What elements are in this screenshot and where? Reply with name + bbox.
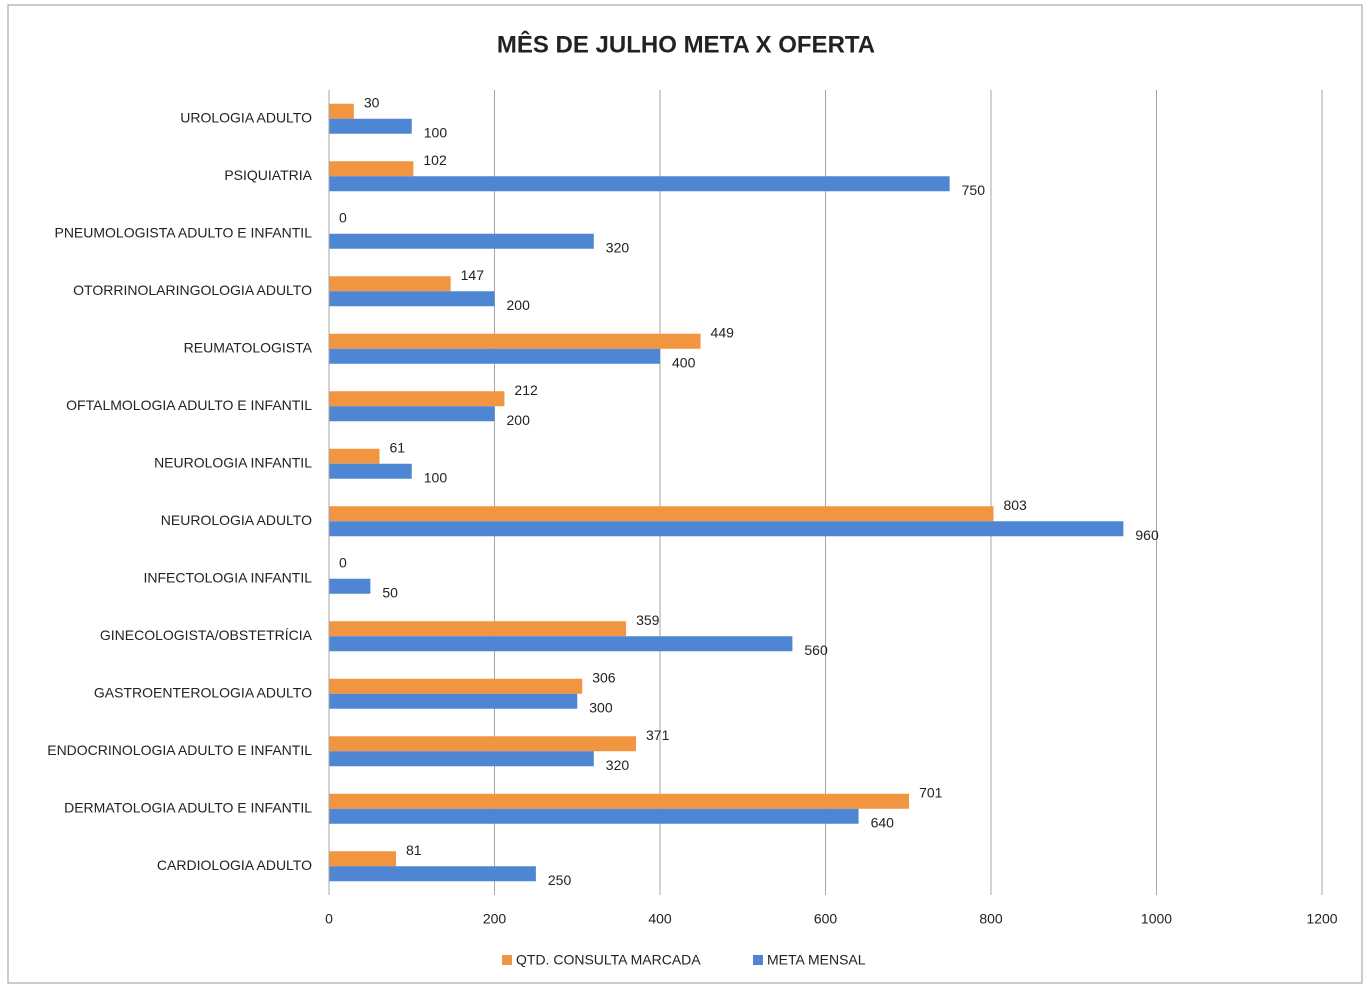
chart-border	[7, 4, 1363, 984]
x-tick-label: 1000	[1141, 911, 1172, 927]
data-label: 400	[672, 354, 696, 370]
data-label: 306	[592, 669, 616, 685]
data-label: 30	[364, 94, 380, 110]
y-tick-label: GASTROENTEROLOGIA ADULTO	[94, 684, 312, 700]
data-label: 320	[606, 239, 630, 255]
y-tick-label: CARDIOLOGIA ADULTO	[157, 857, 312, 873]
data-label: 0	[339, 554, 347, 570]
bar	[329, 233, 594, 249]
bar	[329, 406, 495, 422]
data-label: 359	[636, 612, 660, 628]
bar	[329, 808, 859, 824]
x-tick-label: 400	[648, 911, 672, 927]
bar	[329, 463, 412, 479]
data-label: 200	[507, 297, 531, 313]
legend-label: META MENSAL	[767, 952, 866, 968]
bar	[329, 276, 451, 292]
bar	[329, 751, 594, 767]
x-tick-label: 800	[979, 911, 1003, 927]
data-label: 81	[406, 842, 422, 858]
y-tick-label: UROLOGIA ADULTO	[180, 109, 312, 125]
data-label: 0	[339, 209, 347, 225]
bar	[329, 736, 637, 752]
bar	[329, 103, 354, 119]
legend-swatch	[502, 955, 512, 965]
y-tick-label: PNEUMOLOGISTA ADULTO E INFANTIL	[54, 224, 312, 240]
bar	[329, 793, 910, 809]
y-tick-label: OFTALMOLOGIA ADULTO E INFANTIL	[66, 397, 312, 413]
chart-title: MÊS DE JULHO META X OFERTA	[497, 30, 875, 58]
bar	[329, 678, 583, 694]
data-label: 449	[711, 324, 735, 340]
bar	[329, 636, 793, 652]
bar	[329, 621, 627, 637]
bar	[329, 348, 660, 364]
bar	[329, 291, 495, 307]
bar	[329, 851, 397, 867]
data-label: 200	[507, 412, 531, 428]
data-label: 50	[382, 584, 398, 600]
y-tick-label: REUMATOLOGISTA	[184, 339, 313, 355]
bar	[329, 578, 371, 594]
bar	[329, 176, 950, 192]
bar	[329, 391, 505, 407]
data-label: 803	[1003, 497, 1027, 513]
data-label: 300	[589, 699, 613, 715]
data-label: 100	[424, 469, 448, 485]
bar	[329, 866, 536, 882]
y-tick-label: DERMATOLOGIA ADULTO E INFANTIL	[64, 799, 312, 815]
y-tick-label: GINECOLOGISTA/OBSTETRÍCIA	[100, 627, 313, 643]
bar	[329, 118, 412, 134]
legend-swatch	[753, 955, 763, 965]
bar	[329, 506, 994, 522]
data-label: 102	[423, 152, 447, 168]
data-label: 560	[804, 642, 828, 658]
y-tick-label: PSIQUIATRIA	[224, 167, 312, 183]
data-label: 960	[1135, 527, 1159, 543]
data-label: 212	[514, 382, 538, 398]
bar	[329, 693, 578, 709]
x-tick-label: 0	[325, 911, 333, 927]
legend-label: QTD. CONSULTA MARCADA	[516, 952, 701, 968]
bar	[329, 161, 414, 177]
x-tick-label: 200	[483, 911, 507, 927]
data-label: 100	[424, 124, 448, 140]
y-tick-label: OTORRINOLARINGOLOGIA ADULTO	[73, 282, 312, 298]
data-label: 250	[548, 872, 572, 888]
bar	[329, 521, 1124, 537]
bar	[329, 333, 701, 349]
y-tick-label: ENDOCRINOLOGIA ADULTO E INFANTIL	[47, 742, 312, 758]
bar	[329, 448, 380, 464]
x-tick-label: 600	[814, 911, 838, 927]
data-label: 61	[389, 439, 405, 455]
data-label: 701	[919, 784, 943, 800]
data-label: 147	[461, 267, 485, 283]
data-label: 750	[962, 182, 986, 198]
y-tick-label: INFECTOLOGIA INFANTIL	[143, 569, 312, 585]
data-label: 371	[646, 727, 670, 743]
y-tick-label: NEUROLOGIA ADULTO	[161, 512, 312, 528]
data-label: 320	[606, 757, 630, 773]
data-label: 640	[871, 814, 895, 830]
y-tick-label: NEUROLOGIA INFANTIL	[154, 454, 312, 470]
x-tick-label: 1200	[1306, 911, 1337, 927]
